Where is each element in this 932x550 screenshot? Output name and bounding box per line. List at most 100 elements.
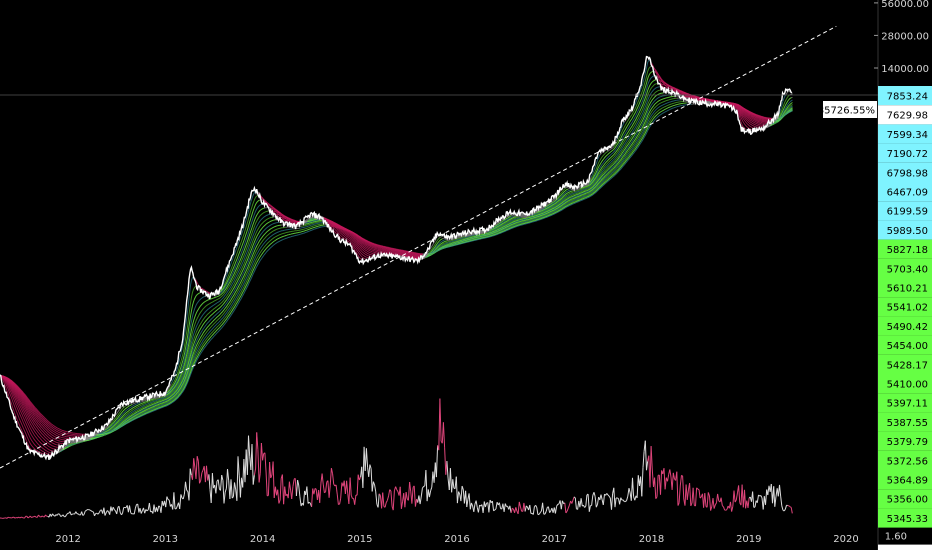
volume-segment <box>217 479 220 489</box>
volume-segment <box>617 497 619 500</box>
volume-segment <box>544 511 547 515</box>
volume-segment <box>669 469 672 478</box>
volume-segment <box>200 472 203 481</box>
volume-segment <box>130 512 133 515</box>
volume-segment <box>279 478 282 501</box>
volume-segment <box>519 506 523 512</box>
volume-segment <box>29 515 32 518</box>
ribbon-line <box>544 188 569 209</box>
volume-segment <box>460 485 463 502</box>
volume-segment <box>371 481 374 492</box>
volume-segment <box>144 509 147 514</box>
volume-segment <box>306 486 309 504</box>
ribbon-line <box>731 105 756 129</box>
volume-segment <box>597 497 600 505</box>
y-tick-label: 14000.00 <box>881 64 929 75</box>
volume-segment <box>503 503 506 512</box>
volume-segment <box>267 461 271 496</box>
ladder-value: 7599.34 <box>887 130 928 141</box>
volume-segment <box>667 474 670 482</box>
volume-segment <box>672 472 675 480</box>
x-tick-label: 2018 <box>639 534 664 545</box>
ladder-value: 5356.00 <box>887 495 928 506</box>
volume-segment <box>567 505 570 509</box>
volume-segment <box>18 516 21 519</box>
price-series <box>0 55 793 461</box>
volume-segment <box>698 489 701 499</box>
ribbon-line <box>305 219 320 224</box>
ribbon-line <box>361 176 592 262</box>
volume-segment <box>257 449 260 483</box>
volume-segment <box>484 503 488 508</box>
ribbon-line <box>219 203 263 294</box>
volume-segment <box>545 507 548 512</box>
ladder-cell <box>878 86 932 106</box>
ribbon-line <box>279 216 301 223</box>
volume-segment <box>676 471 679 506</box>
volume-segment <box>428 490 432 498</box>
volume-segment <box>24 516 27 519</box>
ribbon-line <box>519 213 535 218</box>
volume-segment <box>270 474 273 479</box>
ribbon-line <box>778 110 793 119</box>
volume-segment <box>446 461 449 479</box>
ladder-cell <box>878 508 932 528</box>
ribbon-line <box>83 219 277 442</box>
volume-segment <box>538 512 541 515</box>
volume-segment <box>196 456 199 462</box>
volume-segment <box>185 481 188 491</box>
volume-segment <box>717 493 720 502</box>
volume-segment <box>475 500 478 508</box>
ribbon-line <box>730 104 763 128</box>
ribbon-line <box>425 94 671 257</box>
volume-segment <box>677 502 680 506</box>
volume-segment <box>365 448 369 468</box>
volume-segment <box>354 494 357 505</box>
ribbon-line <box>154 394 167 400</box>
ladder-value: 5397.11 <box>887 399 928 410</box>
volume-segment <box>734 499 737 503</box>
volume-segment <box>488 500 491 513</box>
ribbon-line <box>351 245 363 260</box>
volume-segment <box>362 446 365 488</box>
volume-segment <box>340 482 343 499</box>
x-tick-label: 2014 <box>250 534 275 545</box>
volume-segment <box>94 513 97 517</box>
volume-segment <box>166 496 169 500</box>
volume-segment <box>710 506 713 511</box>
volume-segment <box>206 465 209 481</box>
ribbon-line <box>526 89 661 218</box>
volume-segment <box>201 469 204 473</box>
volume-segment <box>83 510 86 515</box>
volume-segment <box>573 496 576 499</box>
volume-segment <box>116 507 119 515</box>
volume-segment <box>495 502 498 510</box>
volume-segment <box>160 500 163 513</box>
volume-segment <box>594 496 597 508</box>
volume-segment <box>252 475 255 485</box>
ladder-cell <box>878 143 932 163</box>
volume-segment <box>368 464 371 477</box>
volume-segment <box>627 488 630 497</box>
volume-segment <box>430 487 433 491</box>
ribbon-line <box>304 219 322 225</box>
volume-segment <box>608 495 611 499</box>
volume-segment <box>468 493 471 510</box>
volume-segment <box>649 446 652 488</box>
volume-segment <box>455 476 458 504</box>
volume-segment <box>295 480 299 497</box>
ladder-cell <box>878 182 932 202</box>
volume-segment <box>405 492 408 499</box>
ladder-value: 5379.79 <box>887 437 928 448</box>
ladder-value: 5703.40 <box>887 264 928 275</box>
ribbon-line <box>285 225 302 228</box>
volume-segment <box>62 514 65 517</box>
volume-segment <box>237 456 240 476</box>
volume-segment <box>714 502 717 506</box>
ladder-value: 5428.17 <box>887 360 928 371</box>
ladder-value: 5410.00 <box>887 380 928 391</box>
volume-segment <box>399 486 402 509</box>
volume-segment <box>759 495 761 497</box>
volume-segment <box>535 505 538 508</box>
volume-segment <box>180 494 183 499</box>
